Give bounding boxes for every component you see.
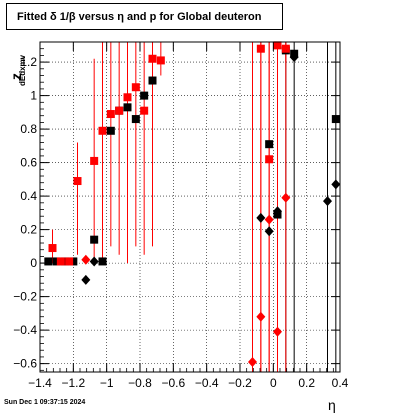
square-marker <box>98 257 107 266</box>
diamond-marker <box>323 196 332 207</box>
y-tick-label: 0.6 <box>20 156 37 170</box>
square-marker <box>156 56 165 65</box>
y-tick-label: −0.4 <box>13 323 37 337</box>
square-marker <box>90 235 99 244</box>
x-axis-label: η <box>328 397 336 413</box>
plot-frame <box>39 41 341 373</box>
square-marker <box>123 103 132 112</box>
square-marker <box>48 244 57 253</box>
diamond-marker <box>289 52 299 63</box>
x-tick-label: −1.2 <box>61 376 85 390</box>
square-marker <box>65 257 74 266</box>
square-marker <box>69 257 78 266</box>
y-tick-label: 0.4 <box>20 189 37 203</box>
timestamp-footer: Sun Dec 1 09:37:15 2024 <box>4 399 86 406</box>
y-tick-label: 0.2 <box>20 223 37 237</box>
chart-title: Fitted δ 1/β versus η and p for Global d… <box>6 3 283 30</box>
square-marker <box>73 177 82 186</box>
diamond-marker <box>331 179 341 190</box>
diamond-marker <box>89 256 99 267</box>
error-bars <box>52 42 337 372</box>
square-marker <box>106 126 115 135</box>
axes: −1.4 −1.2 −1 −0.8 −0.6 −0.4 −0.2 0 0.2 0.4 −0.6 −0.… <box>13 41 349 390</box>
square-marker <box>265 155 274 164</box>
y-tick-label: 0 <box>30 256 37 270</box>
diamond-marker <box>256 311 266 322</box>
square-marker <box>106 110 115 119</box>
square-marker <box>56 257 65 266</box>
square-marker <box>123 93 132 102</box>
y-tick-label: −0.2 <box>13 290 37 304</box>
diamond-marker <box>256 212 266 223</box>
y-tick-label: −0.6 <box>13 357 37 371</box>
diamond-marker <box>264 214 274 225</box>
square-marker <box>131 83 140 92</box>
y-tick-label: 1 <box>30 89 37 103</box>
y-axis-label-subscript: dEdxmv <box>18 54 27 86</box>
x-tick-label: −0.6 <box>161 376 185 390</box>
square-marker <box>131 115 140 124</box>
grid <box>40 42 340 372</box>
square-marker <box>52 257 61 266</box>
square-marker <box>148 54 157 63</box>
square-marker <box>256 44 265 53</box>
data-markers <box>44 41 341 367</box>
square-marker <box>148 76 157 85</box>
diamond-marker <box>81 254 91 265</box>
square-marker <box>331 115 340 124</box>
square-marker <box>281 44 290 53</box>
square-marker <box>61 257 69 266</box>
x-tick-label: −0.2 <box>228 376 252 390</box>
square-marker <box>140 91 149 100</box>
diamond-marker <box>81 274 91 285</box>
x-tick-label: 0.4 <box>332 376 349 390</box>
x-tick-label: −0.8 <box>128 376 152 390</box>
x-tick-label: 0.2 <box>298 376 315 390</box>
square-marker <box>140 106 149 115</box>
square-marker <box>44 257 53 266</box>
diamond-marker <box>264 226 274 237</box>
y-tick-label: 0.8 <box>20 122 37 136</box>
x-tick-label: −0.4 <box>195 376 219 390</box>
square-marker <box>265 140 274 149</box>
diamond-marker <box>281 192 291 203</box>
y-tick-label: 1.2 <box>20 55 37 69</box>
x-tick-label: −1.4 <box>28 376 52 390</box>
square-marker <box>115 106 124 115</box>
x-tick-label: −1 <box>100 376 114 390</box>
diamond-marker <box>248 356 257 367</box>
square-marker <box>273 41 282 50</box>
square-marker <box>90 156 99 165</box>
x-tick-label: 0 <box>270 376 277 390</box>
diamond-marker <box>273 206 282 217</box>
square-marker <box>98 126 107 135</box>
diamond-marker <box>273 326 282 337</box>
